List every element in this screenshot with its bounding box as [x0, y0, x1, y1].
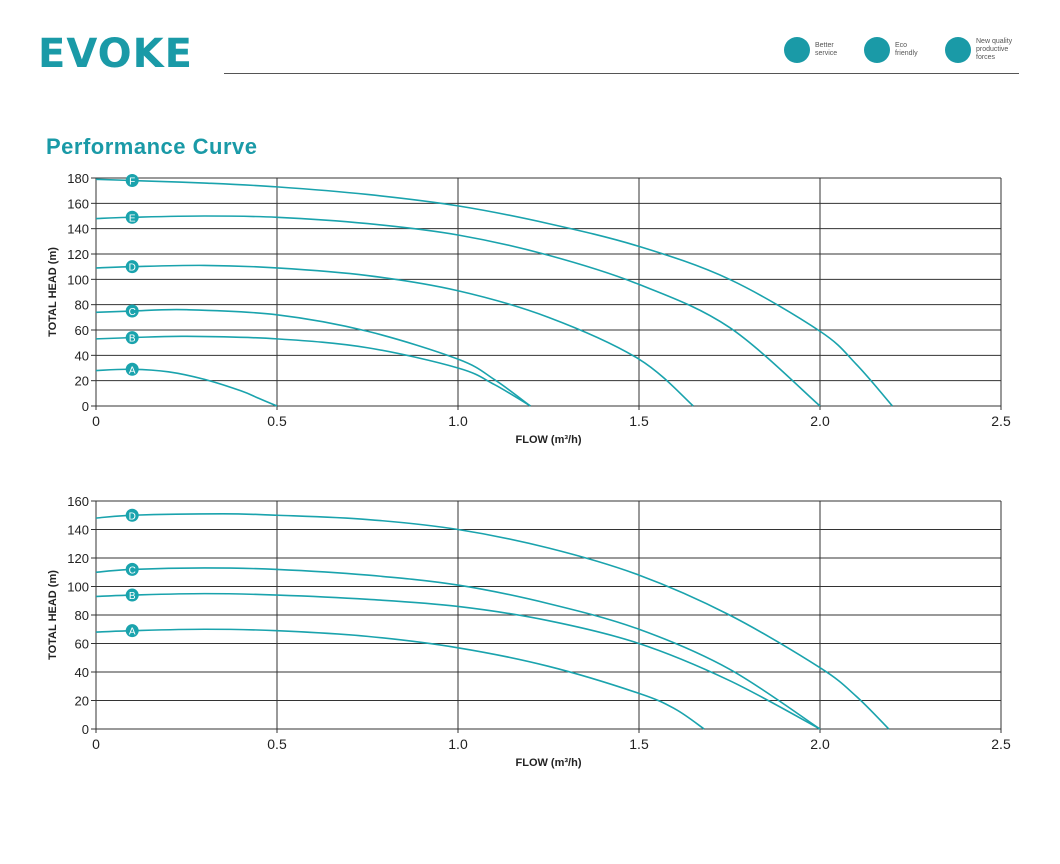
curve-e: [95, 215, 821, 407]
x-tick-label: 2.0: [810, 736, 830, 752]
y-axis-label: TOTAL HEAD (m): [47, 570, 59, 660]
section-title: Performance Curve: [46, 134, 258, 159]
series-label-e: E: [129, 213, 136, 224]
badge-text-line: Better: [815, 42, 834, 49]
series-label-c: C: [129, 565, 136, 576]
y-tick-label: 60: [75, 637, 89, 652]
badge-new-quality: New quality productive forces: [945, 35, 1024, 65]
y-tick-label: 0: [82, 399, 89, 414]
series-marker-c: [125, 304, 139, 318]
badge-better-service: Better service: [784, 35, 863, 65]
series-label-f: F: [129, 177, 135, 188]
x-axis-label: FLOW (m³/h): [516, 757, 582, 769]
badge-eco-friendly: Eco friendly: [864, 35, 943, 65]
x-tick-label: 0.5: [267, 736, 287, 752]
y-tick-label: 100: [67, 272, 89, 287]
series-marker-a: [125, 362, 139, 376]
curve-c: [95, 308, 531, 407]
x-tick-label: 2.5: [991, 736, 1011, 752]
curve-f: [95, 178, 894, 407]
x-tick-label: 2.5: [991, 413, 1011, 429]
gear-icon: [945, 37, 971, 63]
badge-text-line: forces: [976, 54, 996, 61]
series-label-b: B: [129, 334, 136, 345]
x-tick-label: 2.0: [810, 413, 830, 429]
y-tick-label: 160: [67, 494, 89, 509]
y-tick-label: 120: [67, 551, 89, 566]
chart-2: 0 20 40 60 80 100 120 140 160 0 0.5 1.0 1.5 2.0 2.5 FLO…: [47, 494, 1011, 769]
x-tick-label: 1.0: [448, 413, 468, 429]
globe-leaf-icon: [864, 37, 890, 63]
x-tick-label: 1.0: [448, 736, 468, 752]
y-axis-label: TOTAL HEAD (m): [47, 247, 59, 337]
y-tick-label: 20: [75, 694, 89, 709]
series-label-a: A: [129, 365, 136, 376]
y-tick-label: 80: [75, 608, 89, 623]
series-marker-b: [125, 331, 139, 345]
series-marker-e: [125, 210, 139, 224]
curve-a: [95, 628, 705, 730]
badge-text-line: friendly: [895, 50, 918, 57]
curve-b: [95, 592, 821, 730]
series-marker-d: [125, 260, 139, 274]
curve-c: [95, 567, 821, 730]
y-tick-label: 140: [67, 523, 89, 538]
series-marker-a: [125, 624, 139, 638]
series-label-d: D: [129, 511, 136, 522]
chart-1: 0 20 40 60 80 100 120 140 160 180 0 0.5 1.0 1.5 2.0 2.5…: [47, 171, 1011, 446]
x-axis-label: FLOW (m³/h): [516, 434, 582, 446]
x-tick-label: 1.5: [629, 736, 649, 752]
x-tick-label: 0.5: [267, 413, 287, 429]
y-tick-label: 140: [67, 222, 89, 237]
header-divider: [224, 73, 1019, 74]
y-tick-label: 180: [67, 171, 89, 186]
x-tick-label: 1.5: [629, 413, 649, 429]
x-tick-label: 0: [92, 413, 100, 429]
x-tick-label: 0: [92, 736, 100, 752]
y-tick-label: 100: [67, 580, 89, 595]
series-marker-b: [125, 588, 139, 602]
series-label-a: A: [129, 627, 136, 638]
y-tick-label: 80: [75, 298, 89, 313]
badge-text-line: Eco: [895, 42, 908, 49]
evoke-logo: EVOKE: [38, 31, 193, 77]
curve-d: [95, 264, 694, 407]
curve-b: [95, 335, 531, 407]
series-marker-c: [125, 562, 139, 576]
y-tick-label: 40: [75, 665, 89, 680]
series-marker-d: [125, 508, 139, 522]
y-tick-label: 40: [75, 348, 89, 363]
y-tick-label: 120: [67, 247, 89, 262]
badge-text-line: service: [815, 50, 838, 57]
y-tick-label: 0: [82, 722, 89, 737]
series-label-c: C: [129, 307, 136, 318]
series-label-b: B: [129, 591, 136, 602]
y-tick-label: 160: [67, 196, 89, 211]
badge-text-line: productive: [976, 46, 1009, 53]
series-marker-f: [125, 174, 139, 188]
badge-text-line: New quality: [976, 38, 1013, 45]
curve-a: [95, 368, 278, 407]
y-tick-label: 60: [75, 323, 89, 338]
headset-person-icon: [784, 37, 810, 63]
curve-d: [95, 513, 890, 730]
y-tick-label: 20: [75, 374, 89, 389]
series-label-d: D: [129, 263, 136, 274]
